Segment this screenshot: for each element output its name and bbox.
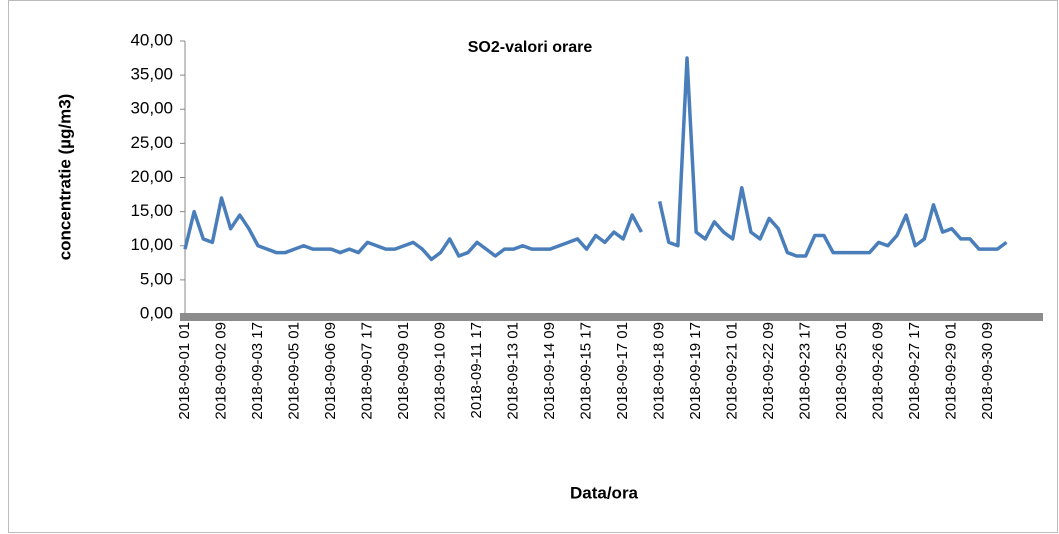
y-axis-title: concentratie (µg/m3) (55, 94, 74, 261)
y-tick-label: 5,00 (140, 269, 173, 288)
x-tick-label: 2018-09-15 17 (578, 322, 595, 420)
x-tick-label: 2018-09-26 09 (870, 322, 887, 420)
x-tick-label: 2018-09-25 01 (833, 322, 850, 420)
y-tick-label: 40,00 (130, 30, 173, 49)
x-tick-label: 2018-09-09 01 (395, 322, 412, 420)
x-axis (180, 313, 1043, 321)
x-tick-label: 2018-09-21 01 (724, 322, 741, 420)
x-axis-title: Data/ora (570, 483, 639, 502)
x-tick-label: 2018-09-07 17 (359, 322, 376, 420)
x-tick-label: 2018-09-19 17 (687, 322, 704, 420)
y-tick-label: 25,00 (130, 133, 173, 152)
x-tick-label: 2018-09-29 01 (943, 322, 960, 420)
x-tick-label: 2018-09-13 01 (505, 322, 522, 420)
chart-title: SO2-valori orare (468, 39, 593, 56)
x-tick-label: 2018-09-18 09 (651, 322, 668, 420)
x-tick-label: 2018-09-06 09 (322, 322, 339, 420)
x-tick-label: 2018-09-23 17 (797, 322, 814, 420)
y-tick-label: 15,00 (130, 201, 173, 220)
x-tick-label: 2018-09-03 17 (249, 322, 266, 420)
y-tick-label: 30,00 (130, 99, 173, 118)
x-tick-label: 2018-09-05 01 (286, 322, 303, 420)
y-tick-label: 0,00 (140, 303, 173, 322)
x-tick-label: 2018-09-17 01 (614, 322, 631, 420)
y-tick-label: 20,00 (130, 167, 173, 186)
x-tick-label: 2018-09-30 09 (979, 322, 996, 420)
chart-border (8, 0, 1058, 533)
y-tick-label: 35,00 (130, 65, 173, 84)
x-tick-label: 2018-09-10 09 (432, 322, 449, 420)
x-tick-label: 2018-09-01 01 (176, 322, 193, 420)
x-tick-label: 2018-09-02 09 (212, 322, 229, 420)
y-tick-label: 10,00 (130, 235, 173, 254)
x-tick-label: 2018-09-11 17 (468, 322, 485, 418)
x-tick-label: 2018-09-27 17 (906, 322, 923, 420)
x-tick-label: 2018-09-14 09 (541, 322, 558, 420)
data-line (183, 56, 1008, 262)
x-tick-label: 2018-09-22 09 (760, 322, 777, 420)
